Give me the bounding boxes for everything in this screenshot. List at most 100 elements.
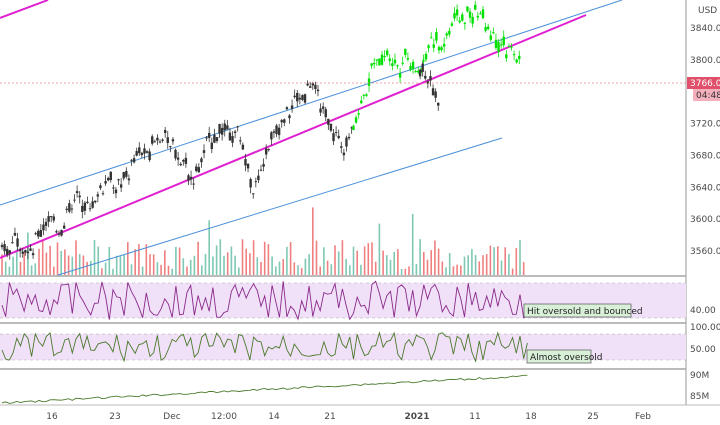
annotation-almost-oversold: Almost oversold [526,349,603,364]
candle-body [424,75,427,79]
candle-body [365,94,368,96]
candle-body [13,232,17,236]
volume-bar [186,266,188,275]
candle-body [303,94,307,103]
candle-body [479,13,482,15]
candle-body [249,179,252,188]
candle-body [497,42,500,53]
candle-body [16,238,19,247]
channel-upper-line [0,0,623,206]
volume-bar [234,255,236,275]
candle-body [380,54,384,65]
candle-body [347,136,351,139]
countdown-label: 04:48 [696,91,720,101]
candle-body [458,20,461,23]
candle-body [182,160,185,162]
candle-body [50,216,53,218]
price-tick-label: 3640.00 [690,183,720,193]
candle-body [476,15,480,18]
volume-bar [471,248,473,275]
candle-body [432,44,435,48]
candle-body [39,230,43,237]
volume-bar [326,260,329,275]
candle-body [453,13,456,19]
volume-bar [482,255,484,275]
volume-bar [108,246,111,275]
candle-body [96,194,100,197]
volume-bar [178,247,181,275]
volume-bar [430,250,432,275]
candle-body [73,199,76,201]
volume-bar [53,266,55,275]
last-price-label: 3766.00 [690,79,720,89]
volume-bar [30,265,33,275]
candle-body [272,131,276,133]
volume-bar [489,245,492,275]
trend-channel [0,0,623,276]
candle-body [431,88,435,96]
candle-body [26,251,30,254]
candle-body [468,11,472,18]
candle-body [507,46,511,48]
volume-bar [441,261,444,275]
candle-body [114,189,118,194]
candle-body [437,47,441,51]
candle-body [373,62,376,65]
candle-body [57,233,61,235]
indicator-tick-label: 90M [690,371,709,381]
time-tick-label: 23 [109,412,120,422]
volume-bar [349,265,351,275]
volume-bar [49,245,51,275]
indicator-pane-2: 100.00 50.00 [0,323,720,363]
volume-bar [134,249,136,275]
candle-body [169,146,172,148]
price-tick-label: 3560.00 [690,247,720,257]
volume-bar [460,265,462,275]
candle-body [499,44,503,46]
candles [0,0,521,260]
volume-bar [1,254,3,275]
volume-bar [16,249,18,275]
volume-bar [474,255,477,275]
candle-body [409,66,412,70]
candle-body [18,249,22,252]
volume-bar [71,256,74,275]
volume-bar [145,244,148,275]
channel-midline-upper [0,0,49,19]
volume-bar [419,239,421,275]
candle-body [0,245,4,248]
volume-bar [300,268,303,275]
volume-bar [41,239,44,275]
volume-bar [393,251,395,275]
candle-body [104,181,107,184]
candle-body [324,109,327,118]
annotation-oversold-bounced: Hit oversold and bounced [523,303,643,318]
candle-body [340,146,343,148]
volume-bar [271,256,273,275]
price-tick-label: 3600.00 [690,215,720,225]
candle-body [440,47,443,50]
candle-body [213,134,216,143]
candle-body [106,177,110,181]
candle-body [354,117,358,123]
candle-body [262,163,265,167]
candle-body [484,26,487,31]
volume-bar [445,267,447,275]
candle-body [91,201,94,208]
candle-body [421,63,424,72]
candle-body [189,176,193,180]
volume-bar [93,239,96,275]
volume-bar [97,246,99,275]
volume-bar [23,252,25,275]
volume-bar [34,263,37,275]
candle-body [283,119,286,123]
candle-body [148,151,151,161]
volume-bar [437,248,440,275]
volume-bar [434,240,436,275]
candle-body [119,184,123,188]
volume-bar [497,246,499,275]
volume-bar [341,240,344,275]
candle-body [334,132,338,134]
candle-body [161,139,164,141]
candle-body [293,95,296,98]
